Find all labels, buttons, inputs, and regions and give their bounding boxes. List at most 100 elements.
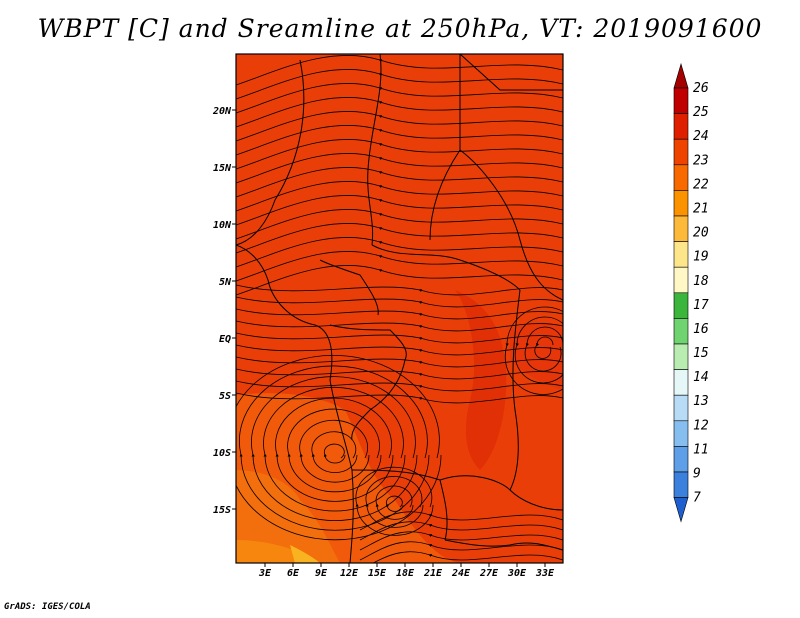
colorbar-swatch [673, 369, 689, 396]
colorbar-top-arrow [673, 62, 689, 89]
lon-label: 27E [479, 568, 499, 579]
country-borders [236, 54, 563, 563]
border-egypt [459, 54, 563, 91]
streamline [236, 308, 563, 320]
streamline [236, 284, 563, 296]
streamline [236, 380, 563, 392]
colorbar-swatch [673, 87, 689, 114]
lat-label: 15S [213, 505, 231, 516]
colorbar-label: 25 [693, 105, 709, 120]
streamline [236, 208, 563, 240]
colorbar-label: 16 [693, 322, 709, 337]
streamline [365, 476, 424, 528]
colorbar-label: 15 [693, 346, 709, 361]
streamline [236, 180, 563, 212]
streamline [236, 236, 563, 268]
streamline [236, 356, 563, 368]
streamline [236, 222, 563, 254]
colorbar-label: 17 [693, 298, 709, 313]
streamline [236, 110, 563, 142]
border-angola-south [351, 469, 448, 541]
colorbar-label: 20 [693, 226, 709, 241]
colorbar-label: 7 [693, 491, 701, 506]
colorbar-swatch [673, 292, 689, 319]
border-gabon-congo [329, 324, 407, 361]
streamline [236, 68, 563, 100]
field-cool-southwest [236, 470, 340, 563]
lon-label: 33E [535, 568, 555, 579]
border-south [444, 539, 563, 551]
streamline [534, 336, 554, 359]
streamline [359, 531, 563, 551]
streamline [299, 419, 370, 483]
axis-tick-marks [232, 109, 546, 567]
colorbar-swatch [673, 266, 689, 294]
streamline [236, 54, 563, 86]
colorbar-swatch [673, 471, 689, 498]
border-sudan-west [429, 54, 461, 241]
colorbar-label: 11 [693, 442, 709, 457]
colorbar-swatch [673, 318, 689, 345]
lat-label: 10S [213, 448, 231, 459]
streamline [275, 397, 394, 502]
lon-label: 9E [315, 568, 328, 579]
streamline [236, 264, 563, 296]
latitude-axis: 20N 15N 10N 5N EQ 5S 10S 15S [212, 106, 232, 516]
streamline [236, 368, 563, 380]
streamline [236, 138, 563, 170]
border-zambia [439, 475, 563, 511]
streamline [251, 376, 418, 521]
colorbar-swatch [673, 420, 689, 447]
streamline [375, 485, 414, 520]
colorbar-swatch [673, 343, 689, 370]
lat-label: 15N [213, 163, 232, 174]
map-title: WBPT [C] and Sreamline at 250hPa, VT: 20… [37, 14, 763, 43]
lat-label: 5N [219, 277, 232, 288]
lon-label: 3E [258, 568, 272, 579]
streamline [236, 392, 563, 404]
colorbar-swatch [673, 164, 689, 191]
border-cameroon [319, 259, 379, 316]
colorbar-label: 18 [693, 274, 709, 289]
streamline [359, 511, 563, 531]
lat-label: 20N [212, 106, 232, 117]
temperature-field [236, 54, 563, 563]
field-warm-east [510, 322, 563, 390]
border-sudan-south [459, 149, 563, 301]
colorbar-bottom-arrow [673, 497, 689, 523]
streamlines [236, 54, 563, 563]
streamline [236, 332, 563, 344]
colorbar-swatch [673, 215, 689, 242]
grads-credit: GrADS: IGES/COLA [4, 602, 91, 612]
border-west-1 [236, 59, 305, 246]
border-car [371, 244, 521, 291]
lon-label: 21E [423, 568, 443, 579]
colorbar-label: 24 [693, 129, 709, 144]
colorbar-swatch [673, 241, 689, 268]
streamline [236, 166, 563, 198]
lat-label: EQ [219, 334, 231, 345]
streamline [236, 320, 563, 332]
lon-label: 30E [507, 568, 527, 579]
colorbar-label: 21 [693, 201, 709, 216]
lon-label: 24E [451, 568, 471, 579]
border-chad-west [367, 54, 382, 246]
lon-label: 12E [340, 568, 359, 579]
colorbar-label: 19 [693, 250, 709, 265]
streamline [236, 344, 563, 356]
streamline [236, 354, 442, 541]
streamline [372, 551, 563, 563]
streamline [359, 541, 563, 561]
lon-label: 15E [368, 568, 387, 579]
streamline [323, 443, 346, 464]
streamline [236, 194, 563, 226]
streamline [239, 365, 430, 531]
colorbar-label: 14 [693, 370, 709, 385]
colorbar-label: 13 [693, 394, 709, 409]
field-warm-core [455, 290, 507, 470]
streamline [287, 408, 382, 493]
field-yellow-patch [290, 545, 320, 563]
streamline [236, 96, 563, 128]
lon-label: 6E [287, 568, 300, 579]
colorbar-swatch [673, 113, 689, 140]
